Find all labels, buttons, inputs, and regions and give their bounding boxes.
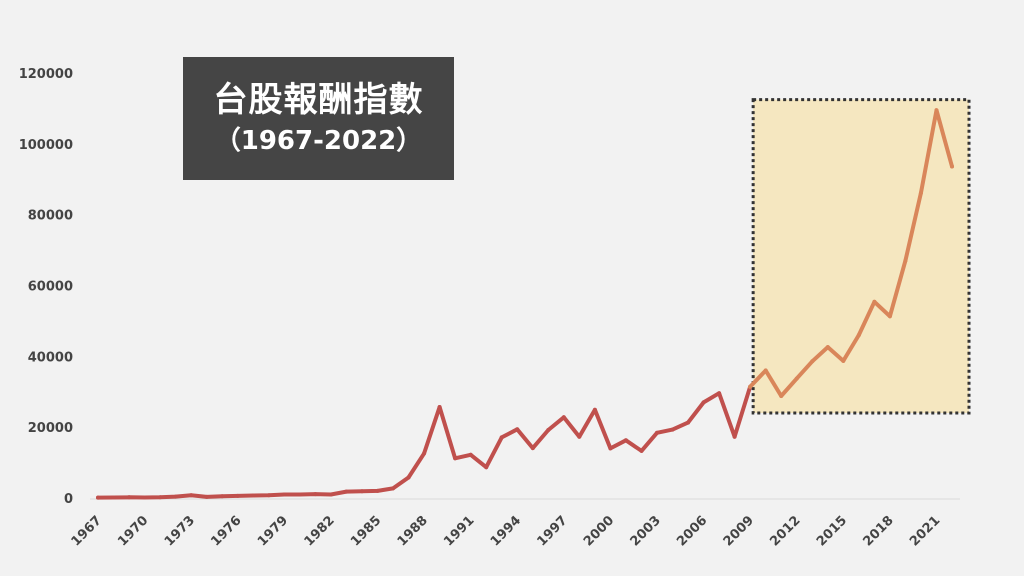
data-point-1987 bbox=[406, 475, 411, 480]
data-point-1985 bbox=[375, 488, 380, 493]
data-point-2006 bbox=[701, 400, 706, 405]
highlight-region bbox=[751, 98, 971, 415]
data-point-1996 bbox=[546, 428, 551, 432]
data-point-1990 bbox=[453, 456, 458, 461]
data-point-1999 bbox=[592, 407, 597, 412]
series-line-highlight bbox=[748, 108, 954, 398]
data-point-1997 bbox=[561, 415, 566, 420]
x-tick-label: 2000 bbox=[581, 513, 617, 549]
data-point-1984 bbox=[360, 489, 364, 494]
data-point-1994 bbox=[515, 427, 520, 432]
data-point-2002 bbox=[639, 448, 644, 453]
data-point-1978 bbox=[266, 493, 271, 498]
x-tick-label: 2012 bbox=[767, 513, 803, 549]
x-axis-ticks: 1967 1970 1973 1976 1979 1982 1985 1988 1991 1994… bbox=[69, 513, 944, 549]
data-point-2013 bbox=[810, 359, 815, 364]
y-tick-label: 100000 bbox=[19, 138, 73, 153]
data-point-2011 bbox=[779, 394, 784, 398]
x-tick-label: 2018 bbox=[861, 513, 897, 549]
data-point-1986 bbox=[391, 486, 395, 491]
data-point-1967 bbox=[96, 495, 100, 500]
data-point-1981 bbox=[313, 492, 318, 497]
data-point-1983 bbox=[344, 489, 349, 494]
data-point-1972 bbox=[173, 494, 178, 499]
data-point-2001 bbox=[623, 438, 628, 443]
data-point-1975 bbox=[220, 494, 225, 499]
data-point-2022 bbox=[950, 164, 954, 169]
data-point-1991 bbox=[468, 452, 473, 457]
y-tick-label: 40000 bbox=[28, 350, 73, 365]
series-line-main bbox=[96, 384, 753, 500]
data-point-1988 bbox=[422, 451, 427, 456]
x-tick-label: 2015 bbox=[814, 513, 850, 549]
x-tick-label: 1970 bbox=[115, 513, 151, 549]
data-point-2015 bbox=[841, 358, 846, 363]
x-tick-label: 1979 bbox=[255, 513, 291, 549]
x-tick-label: 1985 bbox=[348, 513, 384, 549]
y-axis-ticks: 0 20000 40000 60000 80000 100000 120000 bbox=[19, 67, 73, 507]
data-point-2005 bbox=[686, 420, 690, 425]
y-tick-label: 0 bbox=[64, 492, 73, 507]
data-point-1968 bbox=[111, 495, 116, 500]
x-tick-label: 1976 bbox=[208, 513, 244, 549]
data-point-1982 bbox=[328, 492, 333, 497]
data-point-2010 bbox=[763, 368, 768, 373]
data-point-1998 bbox=[577, 434, 582, 439]
data-point-2014 bbox=[825, 345, 830, 350]
data-point-2008 bbox=[732, 434, 737, 439]
x-tick-label: 1991 bbox=[441, 513, 477, 549]
data-point-1992 bbox=[484, 465, 489, 470]
data-point-1970 bbox=[142, 495, 147, 500]
chart-title: 台股報酬指數 bbox=[213, 79, 424, 120]
y-tick-label: 20000 bbox=[28, 421, 73, 436]
data-point-1995 bbox=[530, 446, 535, 451]
data-point-2018 bbox=[887, 314, 892, 319]
data-point-2004 bbox=[670, 427, 675, 432]
data-point-1977 bbox=[251, 493, 256, 498]
data-point-2007 bbox=[717, 391, 722, 396]
data-point-2017 bbox=[872, 299, 877, 304]
x-tick-label: 2006 bbox=[674, 513, 710, 549]
x-tick-label: 2009 bbox=[721, 513, 757, 549]
data-point-2003 bbox=[655, 430, 659, 435]
data-point-1979 bbox=[282, 492, 287, 497]
chart-subtitle: （1967-2022） bbox=[214, 125, 423, 156]
x-tick-label: 2021 bbox=[907, 513, 943, 549]
x-tick-label: 1982 bbox=[302, 513, 338, 549]
x-tick-label: 1997 bbox=[534, 513, 570, 549]
chart-title-box: 台股報酬指數 （1967-2022） bbox=[183, 57, 454, 180]
data-point-1969 bbox=[127, 495, 132, 500]
data-point-1989 bbox=[437, 405, 442, 409]
data-point-2021 bbox=[934, 108, 939, 113]
data-point-2019 bbox=[903, 258, 908, 263]
data-points bbox=[96, 108, 954, 500]
data-point-1980 bbox=[297, 492, 302, 497]
data-point-1974 bbox=[204, 494, 209, 499]
data-point-1971 bbox=[158, 495, 163, 500]
x-tick-label: 1988 bbox=[395, 513, 431, 549]
x-tick-label: 2003 bbox=[628, 513, 664, 549]
data-point-2009 bbox=[748, 384, 753, 389]
y-tick-label: 120000 bbox=[19, 67, 73, 82]
data-point-1973 bbox=[189, 493, 194, 498]
y-tick-label: 80000 bbox=[28, 209, 73, 224]
data-point-2020 bbox=[918, 191, 923, 196]
x-tick-label: 1973 bbox=[162, 513, 198, 549]
data-point-2012 bbox=[794, 376, 799, 381]
x-tick-label: 1994 bbox=[488, 513, 524, 549]
y-tick-label: 60000 bbox=[28, 280, 73, 295]
data-point-1993 bbox=[499, 435, 504, 440]
data-point-2016 bbox=[856, 333, 861, 338]
x-tick-label: 1967 bbox=[69, 513, 105, 549]
data-point-2000 bbox=[608, 446, 613, 451]
data-point-1976 bbox=[235, 493, 240, 498]
